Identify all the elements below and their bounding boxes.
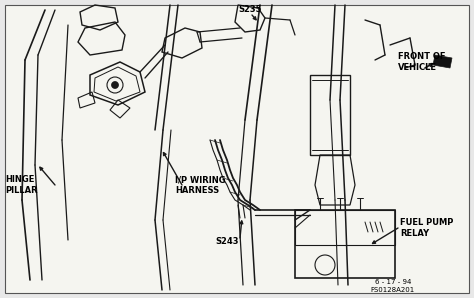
- Text: FRONT OF
VEHICLE: FRONT OF VEHICLE: [398, 52, 446, 72]
- Text: S235: S235: [238, 5, 262, 15]
- Text: FUEL PUMP
RELAY: FUEL PUMP RELAY: [400, 218, 453, 238]
- Text: S243: S243: [215, 238, 238, 246]
- Text: 6 - 17 - 94: 6 - 17 - 94: [375, 279, 411, 285]
- Text: HINGE
PILLAR: HINGE PILLAR: [5, 175, 37, 195]
- Polygon shape: [433, 55, 452, 68]
- Text: FS0128A201: FS0128A201: [370, 287, 414, 293]
- Text: I/P WIRING
HARNESS: I/P WIRING HARNESS: [175, 175, 226, 195]
- Circle shape: [111, 81, 118, 89]
- FancyBboxPatch shape: [5, 5, 469, 293]
